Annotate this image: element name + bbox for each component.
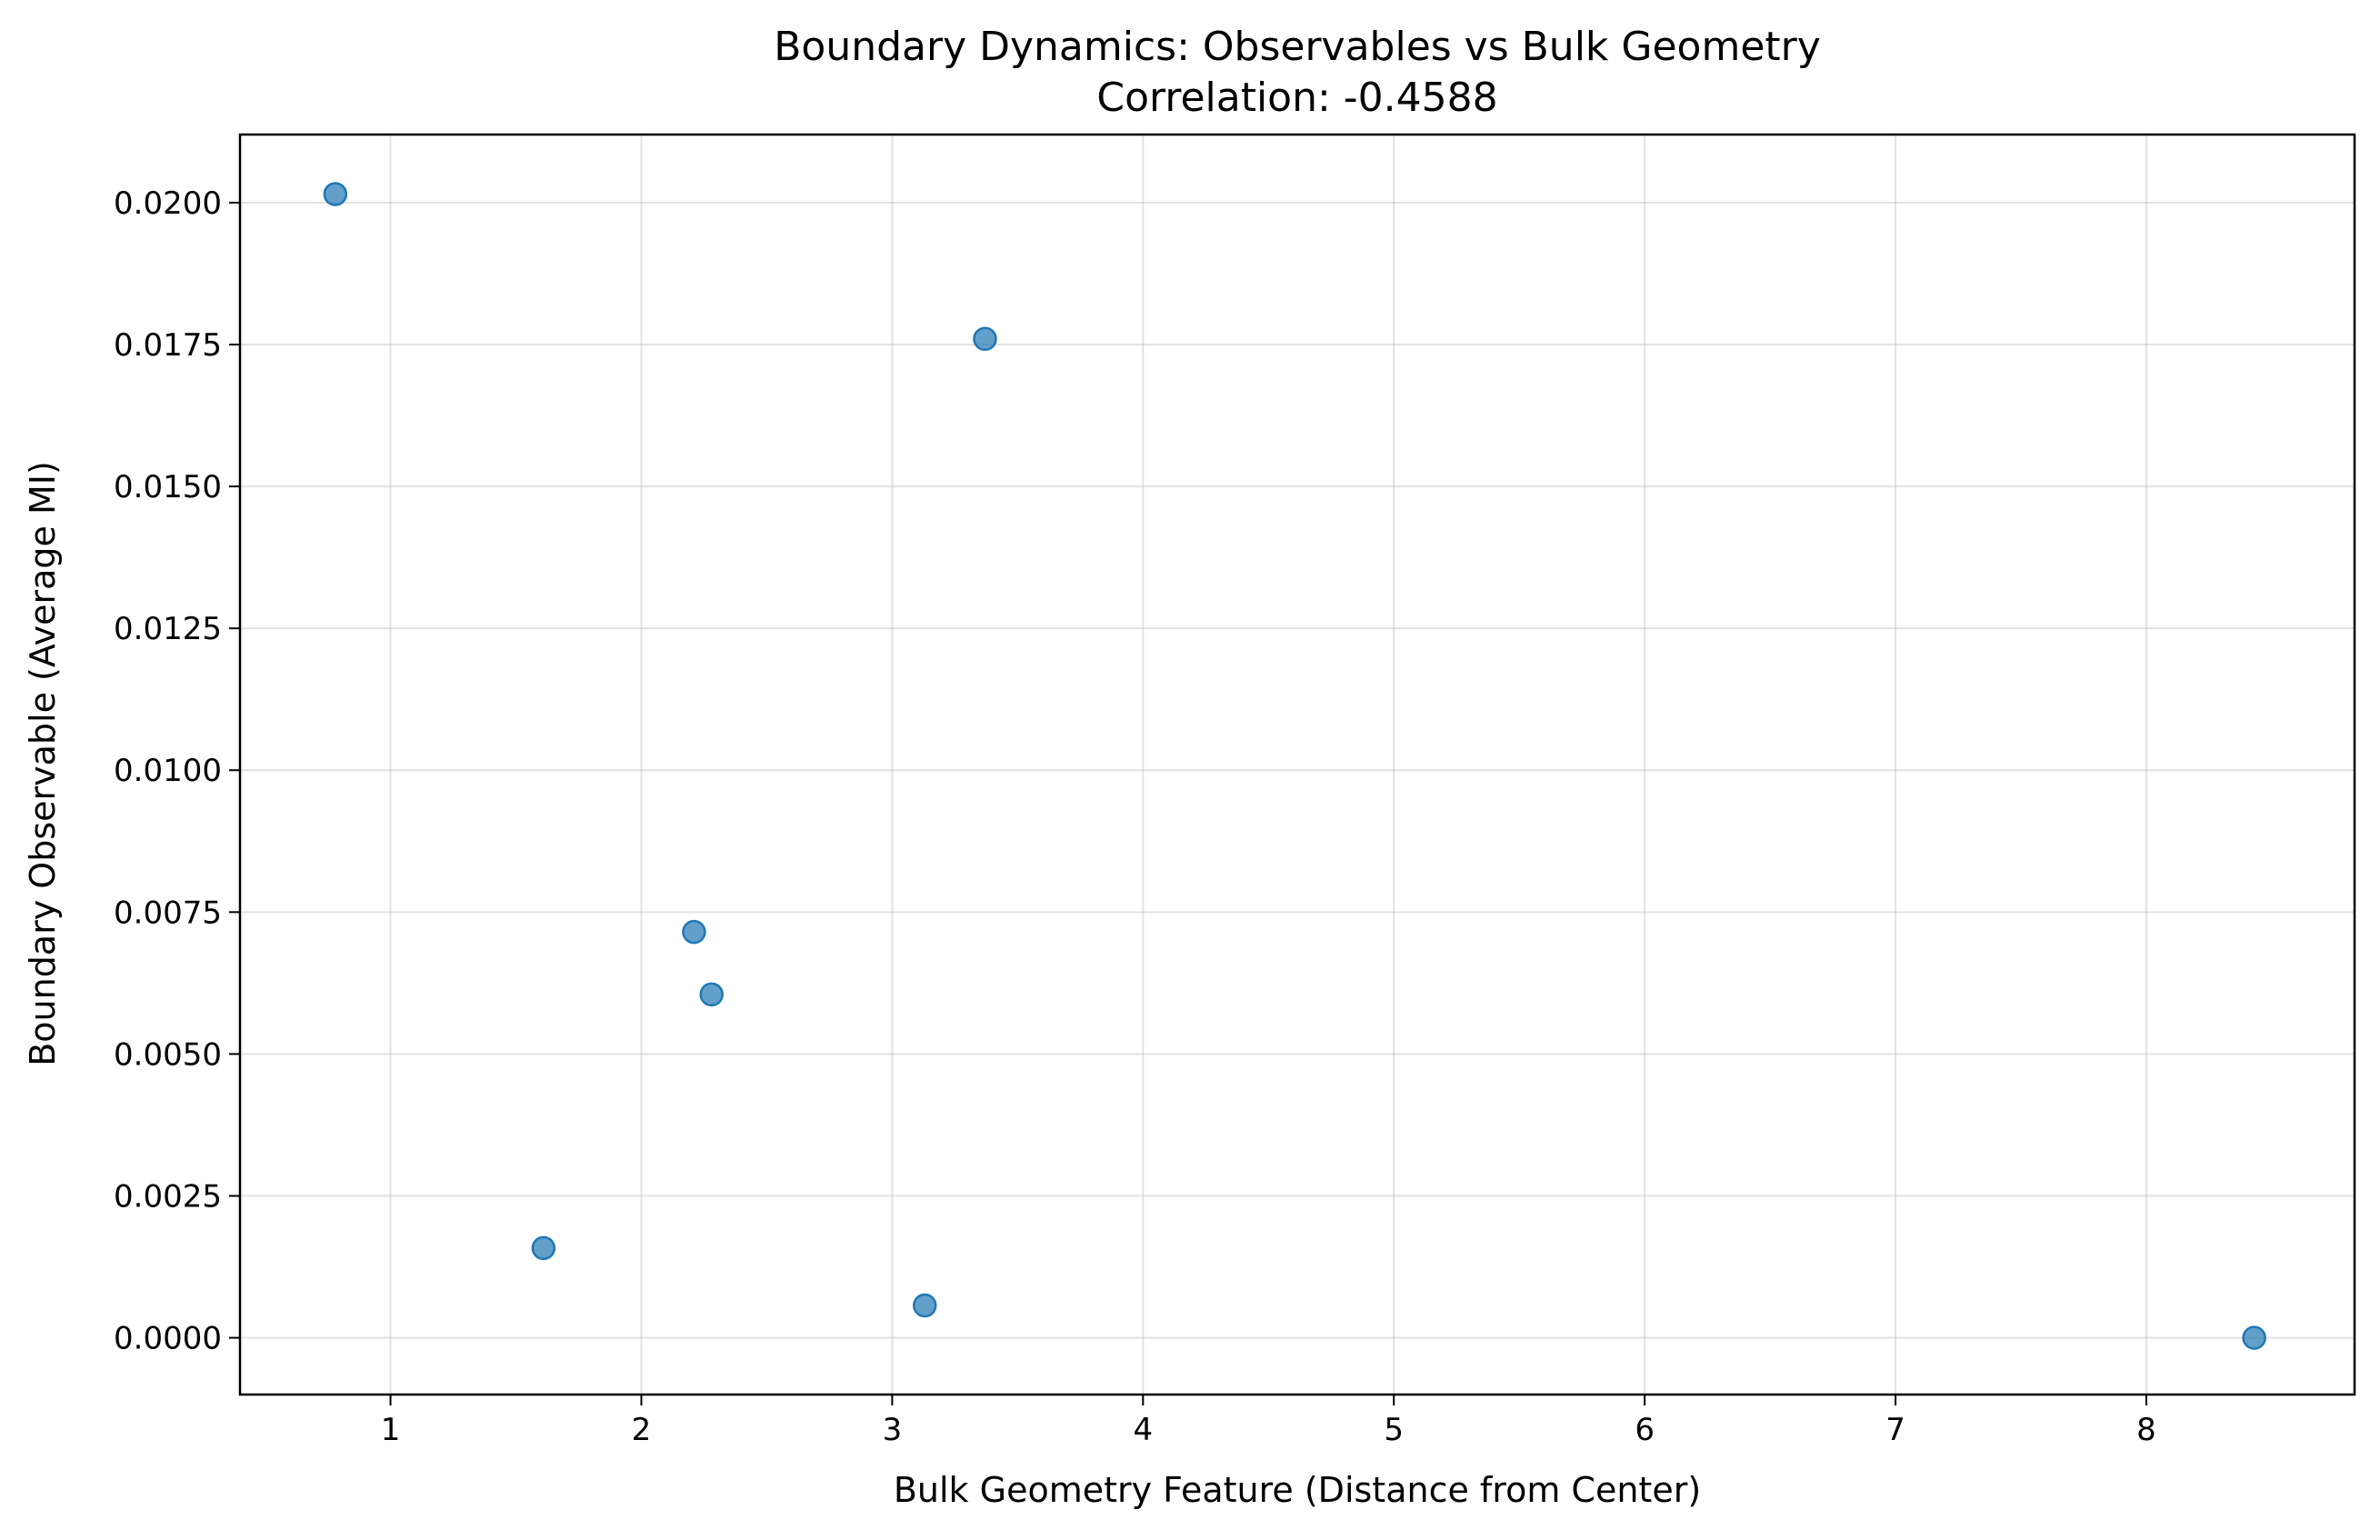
data-point: [682, 919, 706, 945]
y-tick-label: 0.0075: [114, 895, 222, 931]
y-tick-label: 0.0150: [114, 469, 222, 505]
data-point: [323, 182, 348, 206]
data-point: [2242, 1325, 2266, 1350]
x-tick-label: 7: [1885, 1412, 1905, 1448]
y-tick-label: 0.0200: [114, 185, 222, 222]
y-axis-label: Boundary Observable (Average MI): [23, 461, 63, 1066]
grid-lines: [240, 135, 2355, 1395]
y-tick-label: 0.0175: [114, 327, 222, 364]
chart-subtitle: Correlation: -0.4588: [1096, 75, 1497, 121]
x-tick-label: 4: [1133, 1412, 1153, 1448]
plot-frame: [238, 133, 2356, 1396]
x-tick-label: 6: [1635, 1412, 1655, 1448]
x-tick-label: 2: [632, 1412, 652, 1448]
x-tick-label: 5: [1384, 1412, 1404, 1448]
y-axis-ticks: 0.0000 0.0025 0.0050 0.0075 0.0100 0.0125 0.01…: [114, 185, 240, 1357]
y-tick-label: 0.0025: [114, 1178, 222, 1215]
y-tick-label: 0.0050: [114, 1036, 222, 1073]
y-tick-label: 0.0100: [114, 753, 222, 789]
chart-title: Boundary Dynamics: Observables vs Bulk G…: [774, 24, 1821, 70]
x-axis-label: Bulk Geometry Feature (Distance from Cen…: [894, 1470, 1701, 1510]
x-axis-ticks: 1 2 3 4 5 6 7 8: [381, 1395, 2156, 1448]
data-point: [913, 1293, 937, 1318]
x-tick-label: 8: [2136, 1412, 2156, 1448]
data-point: [531, 1235, 556, 1261]
y-tick-label: 0.0000: [114, 1321, 222, 1357]
y-tick-label: 0.0125: [114, 611, 222, 647]
data-point: [699, 982, 724, 1007]
data-point: [973, 326, 997, 352]
data-points: [323, 182, 2266, 1350]
x-tick-label: 1: [381, 1412, 401, 1448]
x-tick-label: 3: [883, 1412, 903, 1448]
